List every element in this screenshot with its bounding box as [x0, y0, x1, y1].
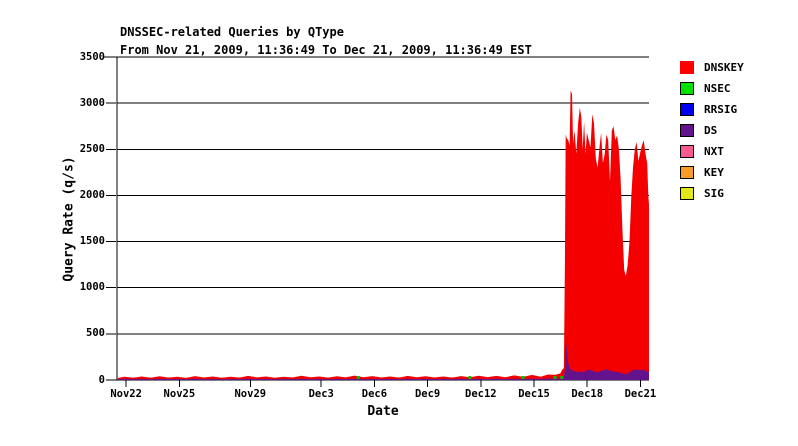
y-tick-label: 3000: [79, 96, 105, 109]
x-tick-label: Dec21: [624, 388, 657, 400]
legend-label: NSEC: [704, 82, 731, 95]
legend-item-key: KEY: [680, 166, 744, 179]
nsec-dot: [521, 376, 525, 379]
y-tick-label: 2500: [79, 142, 105, 155]
nsec-swatch-icon: [680, 82, 694, 95]
x-tick-label: Nov29: [234, 388, 267, 400]
dnskey-swatch-icon: [680, 61, 694, 74]
legend-item-dnskey: DNSKEY: [680, 61, 744, 74]
y-tick-label: 500: [86, 327, 105, 340]
nsec-dot: [560, 376, 564, 379]
legend: DNSKEY NSEC RRSIG DS NXT KEY SIG: [680, 61, 744, 208]
y-tick-label: 3500: [79, 50, 105, 63]
y-tick-label: 2000: [79, 188, 105, 201]
legend-label: SIG: [704, 187, 724, 200]
legend-item-rrsig: RRSIG: [680, 103, 744, 116]
legend-item-ds: DS: [680, 124, 744, 137]
x-tick-label: Dec6: [361, 388, 388, 400]
x-tick-label: Dec9: [414, 388, 441, 400]
chart-title: DNSSEC-related Queries by QType: [120, 25, 344, 39]
chart-subtitle: From Nov 21, 2009, 11:36:49 To Dec 21, 2…: [120, 43, 532, 57]
legend-label: NXT: [704, 145, 724, 158]
x-axis-label: Date: [367, 404, 399, 419]
legend-item-nxt: NXT: [680, 145, 744, 158]
y-tick-label: 1000: [79, 281, 105, 294]
legend-label: RRSIG: [704, 103, 738, 116]
nsec-dot: [553, 376, 557, 379]
ds-swatch-icon: [680, 124, 694, 137]
y-tick-label: 1500: [79, 235, 105, 248]
legend-label: KEY: [704, 166, 724, 179]
nsec-dot: [356, 376, 360, 379]
x-tick-label: Dec12: [465, 388, 497, 400]
y-tick-label: 0: [98, 373, 105, 386]
legend-item-nsec: NSEC: [680, 82, 744, 95]
y-axis-label: Query Rate (q/s): [61, 156, 77, 282]
legend-label: DS: [704, 124, 718, 137]
legend-label: DNSKEY: [704, 61, 744, 74]
key-swatch-icon: [680, 166, 694, 179]
nxt-swatch-icon: [680, 145, 694, 158]
x-tick-label: Dec18: [571, 388, 604, 400]
x-tick-label: Nov25: [163, 388, 196, 400]
x-tick-label: Nov22: [110, 388, 142, 400]
legend-item-sig: SIG: [680, 187, 744, 200]
rrsig-swatch-icon: [680, 103, 694, 116]
x-tick-label: Dec15: [518, 388, 550, 400]
x-tick-label: Dec3: [308, 388, 334, 400]
nsec-dot: [468, 376, 472, 379]
sig-swatch-icon: [680, 187, 694, 200]
ds-area: [117, 341, 649, 380]
dnskey-area: [117, 90, 649, 380]
